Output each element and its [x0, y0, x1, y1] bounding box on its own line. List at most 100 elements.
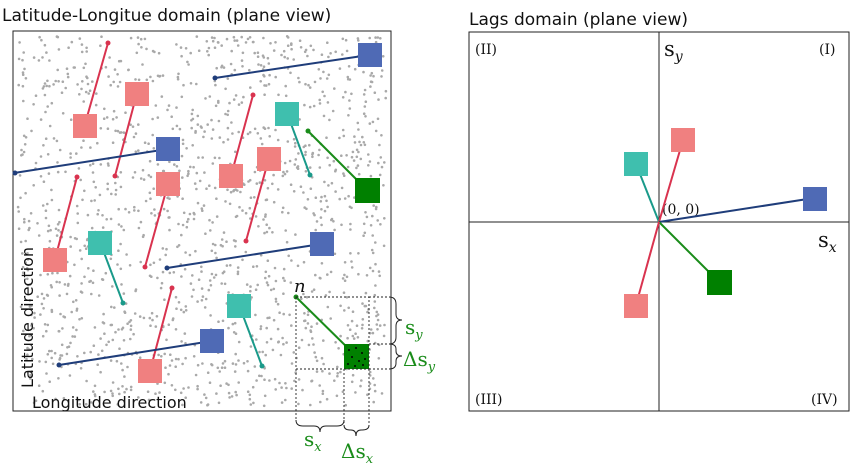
scatter-point [58, 281, 61, 284]
scatter-point [193, 182, 197, 185]
scatter-point [260, 142, 264, 146]
scatter-point [142, 178, 146, 181]
scatter-point [365, 215, 369, 219]
scatter-point [54, 397, 57, 401]
scatter-point [302, 191, 305, 194]
scatter-point [64, 86, 67, 90]
origin-label: (0, 0) [662, 202, 700, 218]
scatter-point [205, 40, 209, 43]
scatter-point [351, 334, 355, 338]
scatter-point [208, 279, 212, 282]
scatter-point [135, 51, 139, 55]
scatter-point [61, 80, 65, 83]
red-square [43, 248, 67, 272]
scatter-point [158, 74, 162, 78]
scatter-point [119, 185, 123, 189]
red-square [138, 359, 162, 383]
scatter-point [41, 389, 45, 393]
scatter-point [285, 386, 288, 390]
scatter-point [231, 362, 235, 365]
scatter-point [322, 114, 326, 118]
scatter-point [92, 180, 96, 184]
scatter-point [126, 365, 129, 369]
scatter-point [18, 174, 22, 177]
scatter-point [294, 233, 297, 236]
scatter-point [141, 63, 144, 66]
scatter-point [374, 129, 378, 133]
scatter-point [193, 212, 196, 216]
scatter-point [320, 356, 324, 360]
scatter-point [201, 362, 204, 365]
scatter-point [179, 46, 183, 49]
scatter-point [290, 362, 294, 365]
scatter-point [34, 94, 38, 97]
scatter-point [337, 347, 340, 350]
scatter-point [265, 341, 269, 344]
scatter-point [339, 334, 342, 338]
scatter-point [327, 73, 331, 77]
scatter-point [26, 283, 30, 287]
dimension-guides [295, 296, 390, 425]
scatter-point [187, 386, 190, 389]
scatter-point [320, 53, 324, 56]
scatter-point [152, 187, 155, 190]
scatter-point [309, 403, 312, 407]
scatter-point [78, 402, 81, 406]
scatter-point [226, 113, 229, 117]
scatter-point [239, 190, 242, 194]
scatter-point [53, 351, 57, 355]
scatter-point [152, 261, 156, 265]
scatter-point [192, 288, 195, 292]
scatter-point [86, 82, 90, 86]
scatter-point [277, 340, 281, 344]
scatter-point [298, 39, 302, 42]
scatter-point [149, 263, 152, 267]
scatter-point [80, 50, 84, 54]
scatter-point [249, 217, 252, 220]
scatter-point [80, 317, 84, 320]
scatter-point [328, 372, 331, 375]
scatter-point [167, 104, 171, 107]
scatter-point [356, 37, 360, 40]
scatter-point [370, 71, 374, 75]
scatter-point [248, 178, 252, 182]
scatter-point [32, 103, 35, 106]
scatter-point [266, 186, 270, 190]
scatter-point [129, 36, 133, 40]
scatter-point [44, 110, 47, 114]
scatter-point [167, 216, 170, 219]
scatter-point [107, 75, 110, 78]
scatter-point [287, 254, 291, 258]
scatter-point [272, 287, 276, 291]
scatter-point [317, 153, 320, 157]
scatter-point [96, 212, 99, 216]
scatter-point [129, 123, 132, 126]
scatter-point [119, 267, 123, 271]
scatter-point [167, 372, 170, 376]
scatter-point [184, 356, 187, 360]
scatter-point [376, 219, 380, 222]
scatter-point [113, 68, 117, 71]
blue-lag-vector [658, 197, 815, 223]
scatter-point [258, 350, 261, 354]
scatter-point [93, 384, 97, 388]
scatter-point [188, 212, 192, 216]
scatter-point [210, 249, 214, 253]
scatter-point [161, 270, 165, 274]
scatter-point [122, 292, 126, 295]
scatter-point [100, 349, 104, 353]
scatter-point [164, 366, 167, 370]
scatter-point [189, 82, 193, 85]
scatter-point [257, 225, 260, 228]
scatter-point [151, 133, 154, 137]
scatter-point [378, 143, 381, 147]
scatter-point [353, 67, 357, 71]
scatter-point [267, 274, 271, 278]
scatter-point [175, 307, 178, 311]
scatter-point [177, 244, 181, 247]
scatter-point [279, 353, 283, 357]
red-lag-vector-down [635, 221, 660, 306]
scatter-point [21, 73, 25, 76]
scatter-point [303, 312, 306, 315]
scatter-point [283, 161, 287, 165]
